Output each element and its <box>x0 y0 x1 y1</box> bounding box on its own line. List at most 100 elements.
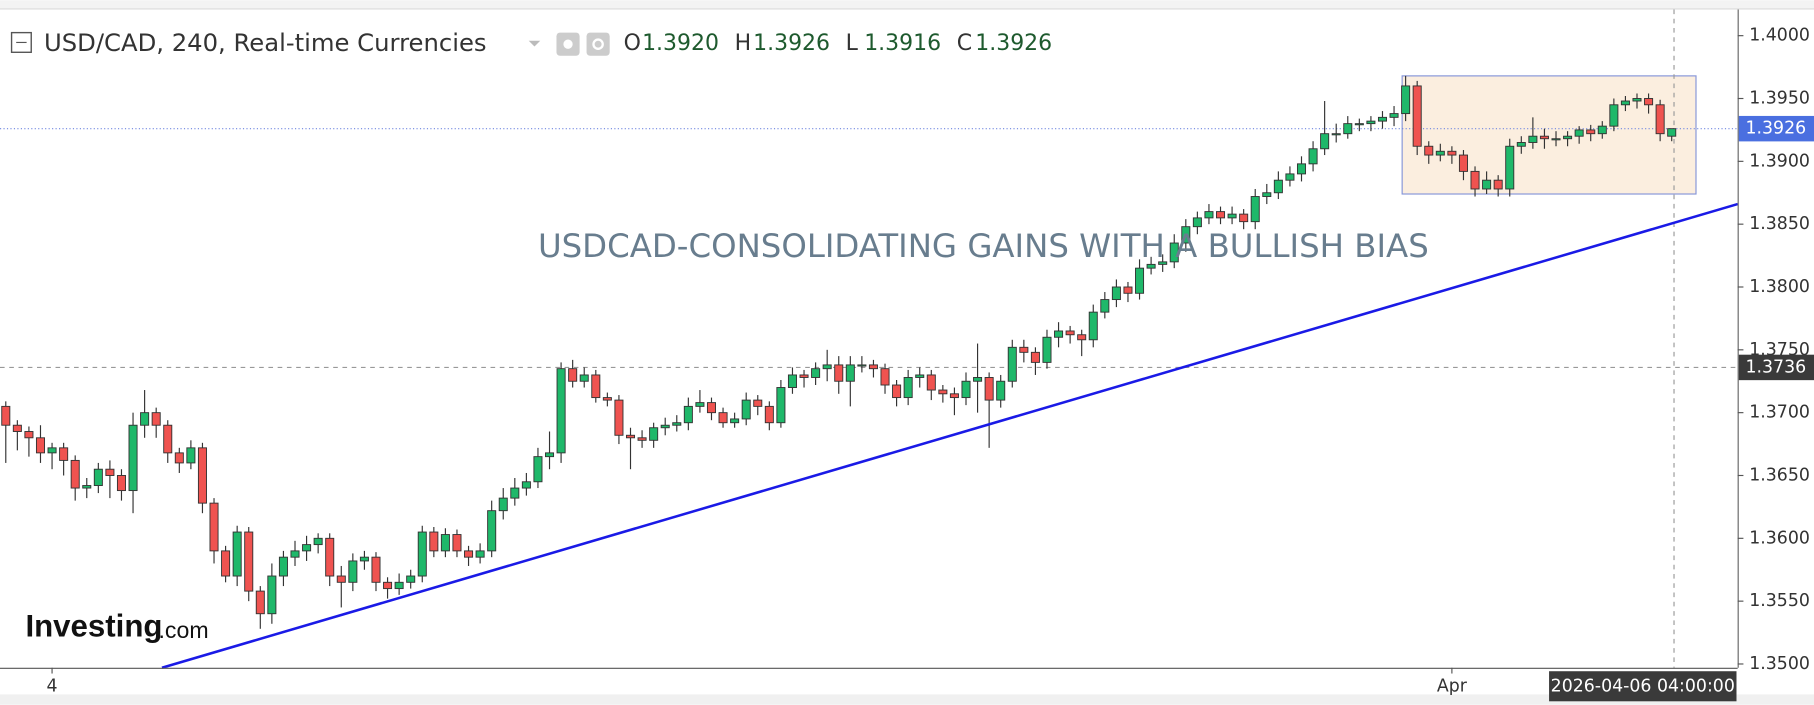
dropdown-arrow[interactable] <box>528 40 541 47</box>
candle-body <box>776 387 786 424</box>
candle-body <box>1435 150 1445 156</box>
candle-body <box>961 380 971 399</box>
candle-body <box>973 377 983 382</box>
candle-body <box>1042 336 1052 363</box>
candle-body <box>1586 129 1596 135</box>
candle-body <box>1285 173 1295 181</box>
candle-body <box>591 374 601 399</box>
y-tick-label: 1.3600 <box>1749 528 1810 548</box>
trend-line <box>161 202 1739 669</box>
y-tick-label: 1.3500 <box>1749 654 1810 674</box>
y-tick-label: 1.3850 <box>1749 214 1810 234</box>
crosshair-price-tag-box <box>1738 354 1814 381</box>
x-tick-label: Apr <box>1437 676 1468 696</box>
ohlc-value: 1.3916 <box>864 31 941 56</box>
candle-body <box>475 550 485 558</box>
candle-body <box>1632 98 1642 102</box>
plot-area <box>0 9 1739 669</box>
candle-body <box>1424 145 1434 156</box>
candle-body <box>82 485 92 489</box>
candle-body <box>764 405 774 424</box>
candle-body <box>706 402 716 414</box>
candle-body <box>1250 196 1260 223</box>
y-tick-label: 1.4000 <box>1749 26 1810 46</box>
candle-body <box>383 581 393 590</box>
candle-body <box>1412 85 1422 147</box>
candle-body <box>672 422 682 426</box>
candle-body <box>244 531 254 592</box>
candle-body <box>915 374 925 378</box>
candle-body <box>197 447 207 504</box>
candle-body <box>660 424 670 429</box>
candle-body <box>926 374 936 391</box>
candle-body <box>417 531 427 577</box>
candle-body <box>151 412 161 426</box>
candle-body <box>1054 330 1064 338</box>
candle-body <box>1505 145 1515 190</box>
ohlc-value: 1.3920 <box>642 31 719 56</box>
candle-body <box>1539 135 1549 140</box>
candle-body <box>140 412 150 426</box>
candle-body <box>1123 286 1133 294</box>
candle-body <box>1019 346 1029 353</box>
candle-body <box>24 431 34 439</box>
candle-body <box>1088 311 1098 341</box>
candle-body <box>996 380 1006 401</box>
candle-body <box>1389 113 1399 118</box>
candle-body <box>313 537 323 546</box>
candle-body <box>1100 299 1110 313</box>
candle-body <box>753 399 763 407</box>
candle-body <box>406 575 416 583</box>
candle-body <box>116 475 126 492</box>
candle-body <box>1458 154 1468 172</box>
candle-body <box>949 393 959 399</box>
collapse-button[interactable] <box>10 31 32 53</box>
candle-body <box>302 544 312 552</box>
candle-body <box>59 447 69 461</box>
crosshair-price-tag: 1.3736 <box>1745 357 1806 377</box>
y-tick-label: 1.3800 <box>1749 277 1810 297</box>
candle-body <box>695 402 705 407</box>
candle-body <box>1 405 11 426</box>
candle-body <box>649 427 659 441</box>
chart-title: USD/CAD, 240, Real-time Currencies <box>44 28 487 57</box>
candle-body <box>35 437 46 454</box>
candle-body <box>452 534 462 552</box>
candle-body <box>637 437 647 441</box>
ohlc-key: H <box>735 31 752 56</box>
candle-body <box>718 412 728 424</box>
candle-body <box>533 456 543 483</box>
candle-body <box>1239 213 1249 223</box>
candle-body <box>984 377 994 401</box>
candle-body <box>938 389 948 395</box>
candle-body <box>602 397 612 401</box>
settings-button[interactable] <box>586 32 610 56</box>
candle-body <box>683 405 693 424</box>
candle-body <box>799 374 809 378</box>
candle-body <box>579 374 589 382</box>
candle-body <box>1192 217 1202 228</box>
y-tick-label: 1.3700 <box>1749 403 1810 423</box>
candle-body <box>105 468 115 476</box>
candle-body <box>1007 346 1017 382</box>
candle-body <box>1574 129 1584 137</box>
price-tag: 1.3926 <box>1745 119 1806 139</box>
candle-body <box>1620 100 1630 106</box>
candle-body <box>290 550 300 558</box>
candle-body <box>93 468 103 487</box>
y-tick-label: 1.3550 <box>1749 591 1810 611</box>
candle-body <box>1181 226 1191 244</box>
candle-body <box>1331 133 1341 136</box>
candle-body <box>1296 163 1307 175</box>
candle-body <box>325 537 335 577</box>
candle-body <box>1655 104 1665 135</box>
logo-name: Investing <box>25 609 162 644</box>
ohlc-readout: O 1.3920 H 1.3926 L 1.3916 C 1.3926 <box>624 31 1053 56</box>
candle-body <box>614 399 624 436</box>
candle-body <box>487 510 497 552</box>
candle-body <box>498 497 508 512</box>
candle-body <box>371 556 381 583</box>
candle-body <box>1482 179 1492 190</box>
candle-body <box>12 424 22 432</box>
